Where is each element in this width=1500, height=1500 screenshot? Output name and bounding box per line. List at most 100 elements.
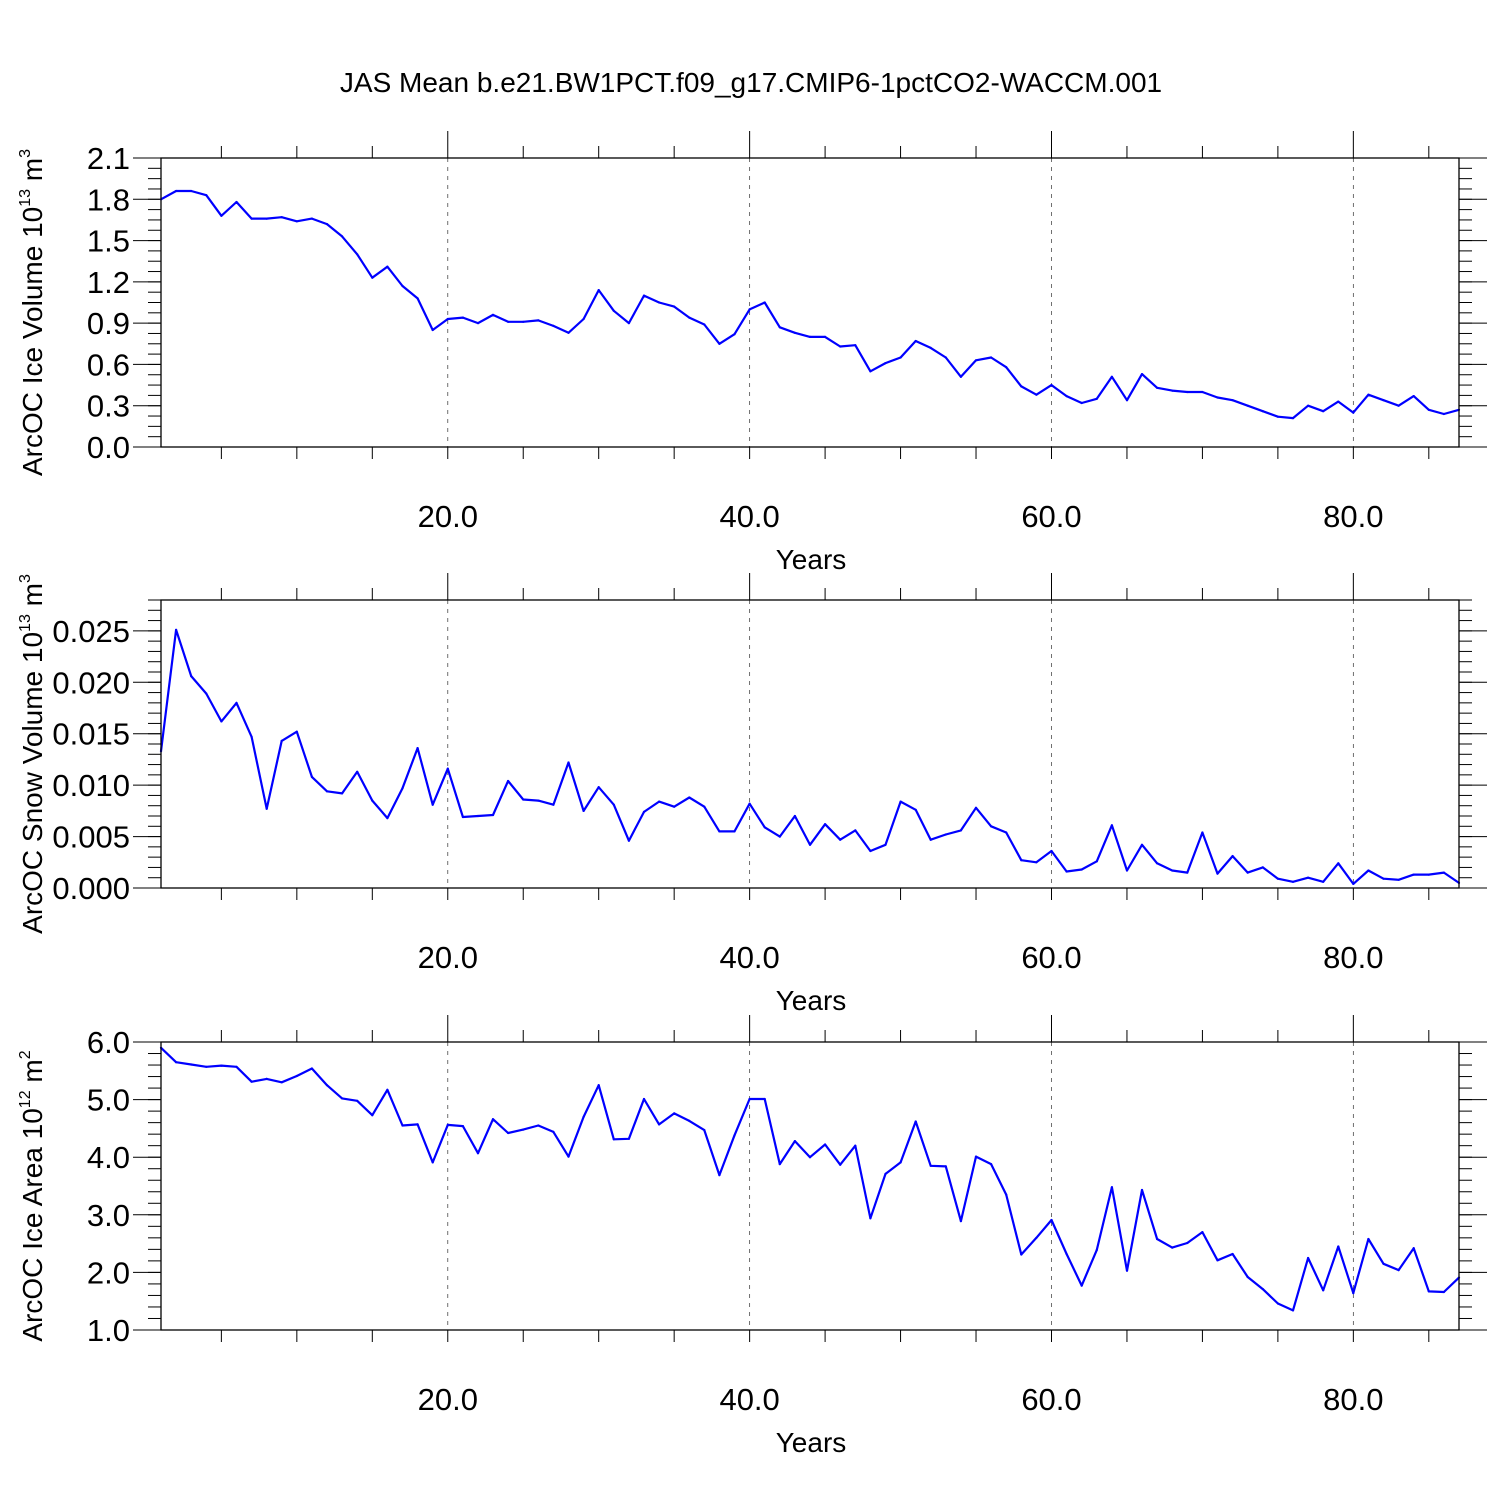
data-point bbox=[884, 362, 887, 365]
data-point bbox=[1397, 404, 1400, 407]
data-point bbox=[627, 322, 631, 325]
data-point bbox=[1367, 393, 1370, 396]
data-point bbox=[431, 803, 434, 806]
data-point bbox=[929, 346, 932, 349]
ytick-label: 0.6 bbox=[87, 347, 130, 382]
data-point bbox=[1005, 366, 1008, 369]
data-point bbox=[1110, 824, 1113, 827]
data-point bbox=[1442, 871, 1445, 874]
data-point bbox=[1322, 880, 1325, 883]
data-point bbox=[1201, 1231, 1204, 1234]
data-point bbox=[703, 1129, 706, 1132]
data-point bbox=[235, 701, 238, 705]
data-point bbox=[1186, 871, 1189, 874]
data-point bbox=[1171, 869, 1174, 872]
data-point bbox=[793, 814, 797, 818]
data-point bbox=[341, 235, 344, 238]
data-point bbox=[1322, 1289, 1325, 1292]
data-point bbox=[491, 1118, 495, 1121]
data-point bbox=[869, 370, 872, 373]
xtick-label: 80.0 bbox=[1323, 499, 1383, 534]
data-point bbox=[175, 189, 178, 193]
data-point bbox=[190, 189, 193, 193]
data-point bbox=[507, 779, 510, 783]
data-point bbox=[1337, 862, 1340, 865]
data-point bbox=[1246, 404, 1249, 407]
data-point bbox=[356, 770, 359, 773]
data-point bbox=[914, 808, 917, 811]
data-point bbox=[748, 802, 751, 805]
data-point bbox=[386, 817, 389, 820]
data-point bbox=[1095, 397, 1098, 400]
data-point bbox=[854, 1144, 857, 1147]
data-point bbox=[1080, 1284, 1083, 1287]
data-point bbox=[597, 289, 600, 292]
ytick-label: 1.5 bbox=[87, 224, 130, 259]
data-point bbox=[1427, 1290, 1430, 1293]
data-point bbox=[1005, 1193, 1008, 1196]
data-point bbox=[552, 803, 555, 806]
ytick-label: 6.0 bbox=[87, 1025, 130, 1060]
data-point bbox=[175, 1061, 178, 1064]
data-point bbox=[944, 833, 947, 836]
data-point bbox=[507, 1131, 510, 1135]
data-point bbox=[1246, 871, 1249, 874]
data-point bbox=[1110, 1186, 1113, 1189]
data-point bbox=[854, 344, 857, 347]
data-point bbox=[597, 1084, 600, 1087]
data-point bbox=[824, 335, 827, 338]
data-point bbox=[718, 342, 721, 345]
data-point bbox=[1080, 868, 1083, 871]
ytick-label: 0.020 bbox=[52, 665, 130, 700]
data-point bbox=[688, 316, 691, 319]
data-point bbox=[552, 1130, 555, 1133]
data-point bbox=[990, 356, 993, 359]
data-point bbox=[1231, 1252, 1234, 1256]
x-axis-label: Years bbox=[776, 1427, 847, 1458]
data-point bbox=[839, 838, 842, 841]
data-point bbox=[250, 217, 253, 220]
y-axis-label: ArcOC Ice Area 1012 m2 bbox=[17, 1050, 48, 1341]
data-point bbox=[220, 214, 223, 217]
data-point bbox=[990, 825, 993, 828]
data-point bbox=[673, 1112, 676, 1115]
data-point bbox=[190, 675, 193, 678]
panel-snow-volume: 0.000 0.005 0.010 0.015 0.020 0.025 20.0… bbox=[17, 573, 1487, 1016]
data-point bbox=[642, 1097, 646, 1101]
ytick-label: 1.2 bbox=[87, 265, 130, 300]
data-point bbox=[688, 1119, 691, 1122]
data-point bbox=[1065, 870, 1068, 873]
data-point bbox=[824, 823, 827, 826]
data-point bbox=[537, 1124, 540, 1127]
data-point bbox=[642, 810, 646, 814]
data-point bbox=[325, 1084, 329, 1087]
data-point bbox=[959, 1220, 963, 1223]
data-point bbox=[537, 799, 540, 802]
data-point bbox=[522, 320, 525, 323]
panel-ice-volume: 0.0 0.3 0.6 0.9 1.2 1.5 1.8 2.1 20.0 40.… bbox=[17, 131, 1487, 575]
data-point bbox=[733, 333, 736, 336]
ytick-label: 1.8 bbox=[87, 182, 130, 217]
data-point bbox=[974, 1155, 978, 1158]
data-point bbox=[703, 805, 706, 808]
data-point bbox=[1065, 395, 1068, 398]
data-point bbox=[763, 301, 766, 304]
data-point bbox=[476, 1152, 480, 1155]
data-point bbox=[1367, 1237, 1370, 1241]
data-point bbox=[537, 319, 540, 322]
data-point bbox=[899, 1161, 902, 1164]
data-point bbox=[522, 1128, 525, 1131]
data-point bbox=[612, 803, 615, 806]
data-point bbox=[1307, 404, 1310, 407]
ytick-label: 1.0 bbox=[87, 1313, 130, 1348]
data-point bbox=[310, 1067, 313, 1070]
data-point bbox=[175, 628, 178, 631]
data-point bbox=[808, 1156, 812, 1159]
data-point bbox=[310, 217, 313, 220]
data-point bbox=[959, 829, 963, 832]
data-point bbox=[869, 1217, 872, 1220]
data-point bbox=[567, 1155, 570, 1158]
data-point bbox=[446, 317, 449, 321]
data-point bbox=[1140, 373, 1144, 376]
